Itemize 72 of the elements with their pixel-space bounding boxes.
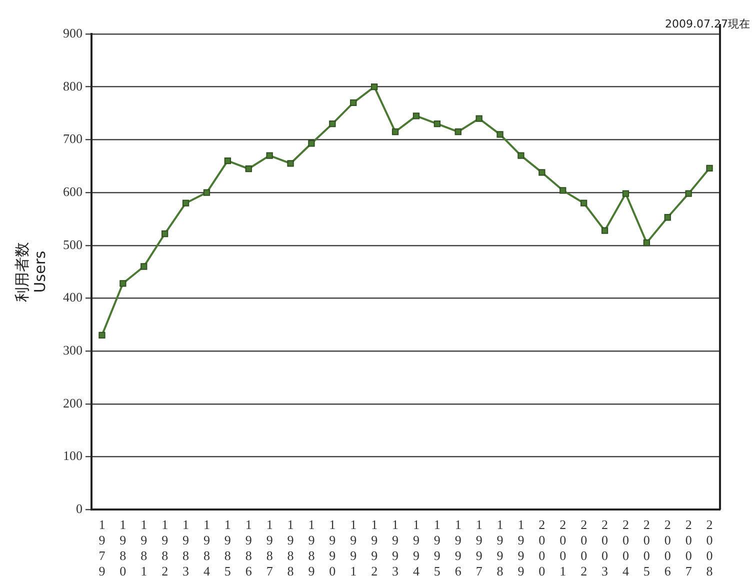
y-tick-label: 400 <box>63 290 82 305</box>
point <box>664 214 671 221</box>
x-tick-label: 1987 <box>266 516 274 579</box>
x-tick-label: 1983 <box>182 516 190 579</box>
x-tick-label: 2000 <box>538 516 546 579</box>
point <box>161 230 168 238</box>
y-tick-label: 200 <box>63 395 82 410</box>
x-tick-label: 1984 <box>203 516 210 579</box>
point <box>350 99 357 106</box>
point <box>580 200 588 206</box>
x-tick-label: 1992 <box>371 516 378 579</box>
y-axis-title: 利用者数 Users <box>12 242 49 302</box>
point <box>518 152 524 159</box>
x-tick-label: 2008 <box>706 516 713 579</box>
x-tick-label: 2002 <box>580 516 588 579</box>
x-tick-label: 1995 <box>434 516 440 579</box>
point <box>622 190 630 197</box>
point <box>182 200 190 206</box>
x-tick-label: 1988 <box>287 516 294 579</box>
point <box>140 263 148 270</box>
y-tick-label: 100 <box>63 448 82 464</box>
x-tick-label: 1990 <box>329 516 336 579</box>
point <box>476 115 482 122</box>
x-tick-label: 1997 <box>476 516 483 579</box>
x-tick-label: 2006 <box>664 516 672 579</box>
y-tick-label: 700 <box>63 131 82 146</box>
point <box>224 158 232 164</box>
point <box>120 280 126 287</box>
x-tick-label: 1981 <box>140 516 148 579</box>
x-tick-label: 1982 <box>162 516 168 579</box>
point <box>434 120 441 128</box>
x-tick-label: 1993 <box>392 516 399 579</box>
x-tick-label: 1991 <box>350 516 357 579</box>
x-tick-label: 1994 <box>412 516 420 579</box>
point <box>685 190 692 197</box>
point <box>245 165 252 172</box>
point <box>98 332 106 339</box>
x-tick-label: 2004 <box>622 516 630 579</box>
point <box>287 160 294 167</box>
x-tick-label: 1985 <box>224 516 231 579</box>
x-tick-label: 2005 <box>643 516 650 579</box>
point <box>643 239 650 246</box>
y-tick-label: 800 <box>63 78 82 94</box>
point <box>203 189 210 196</box>
y-tick-label: 0 <box>76 501 82 516</box>
point <box>266 152 273 159</box>
x-tick-label: 1989 <box>308 516 315 579</box>
point <box>370 84 378 90</box>
x-tick-label: 1999 <box>518 516 524 579</box>
point <box>560 187 566 194</box>
point <box>308 140 315 147</box>
x-tick-label: 1998 <box>496 516 504 579</box>
point <box>538 169 546 176</box>
x-tick-label: 2007 <box>685 516 692 579</box>
y-tick-label: 300 <box>63 342 82 358</box>
x-tick-label: 1986 <box>245 516 252 579</box>
point <box>454 128 462 136</box>
x-tick-label: 2003 <box>602 516 608 579</box>
y-tick-label: 500 <box>63 236 82 252</box>
x-tick-label: 1979 <box>98 516 106 579</box>
y-tick-label: 900 <box>63 25 82 40</box>
point <box>706 164 713 172</box>
x-tick-label: 2001 <box>560 516 566 579</box>
x-tick-label: 1996 <box>454 516 462 579</box>
point <box>329 120 336 128</box>
y-tick-label: 600 <box>63 184 82 199</box>
text: 2009.07.27現在 <box>665 17 750 30</box>
x-tick-label: 1980 <box>120 516 126 579</box>
point <box>601 227 608 234</box>
point <box>412 112 420 120</box>
point <box>496 131 504 138</box>
point <box>392 128 399 136</box>
